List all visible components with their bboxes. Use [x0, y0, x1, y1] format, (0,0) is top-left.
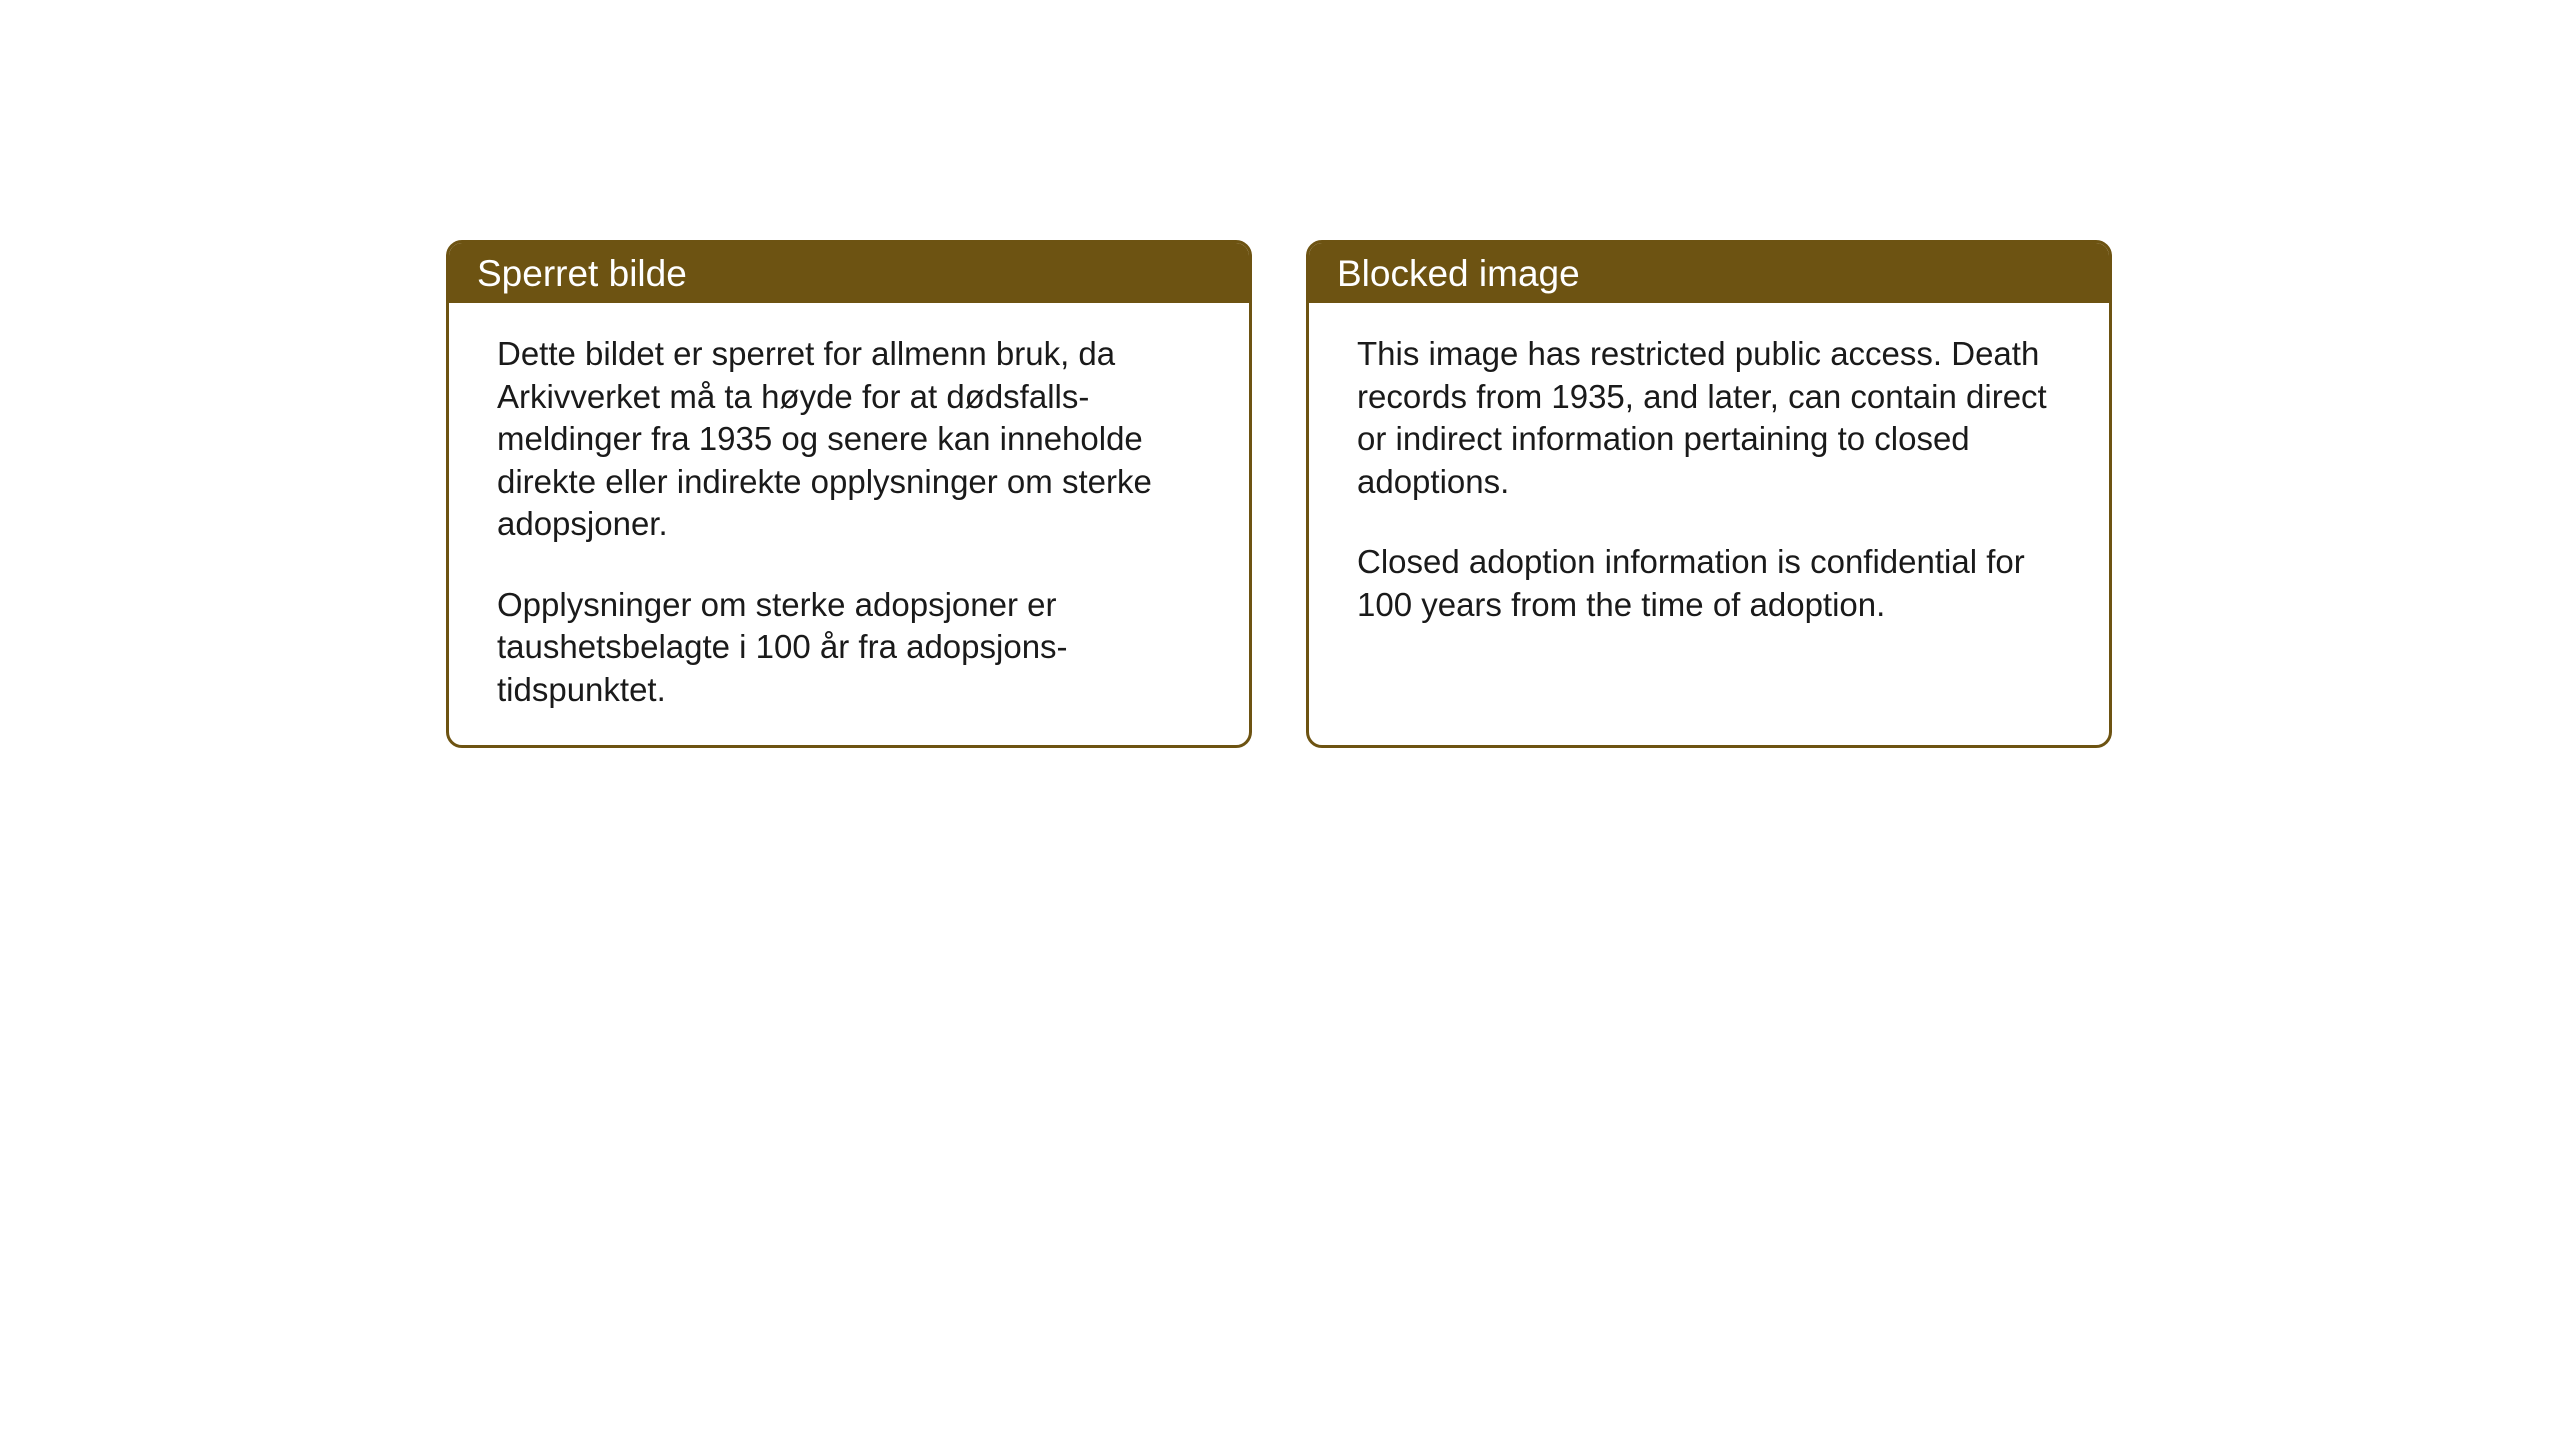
norwegian-card-body: Dette bildet er sperret for allmenn bruk… [449, 303, 1249, 748]
norwegian-info-card: Sperret bilde Dette bildet er sperret fo… [446, 240, 1252, 748]
norwegian-card-title: Sperret bilde [449, 243, 1249, 303]
norwegian-paragraph-1: Dette bildet er sperret for allmenn bruk… [497, 333, 1209, 546]
english-paragraph-2: Closed adoption information is confident… [1357, 541, 2069, 626]
norwegian-paragraph-2: Opplysninger om sterke adopsjoner er tau… [497, 584, 1209, 712]
english-paragraph-1: This image has restricted public access.… [1357, 333, 2069, 503]
english-card-body: This image has restricted public access.… [1309, 303, 2109, 666]
info-cards-container: Sperret bilde Dette bildet er sperret fo… [446, 240, 2112, 748]
english-card-title: Blocked image [1309, 243, 2109, 303]
english-info-card: Blocked image This image has restricted … [1306, 240, 2112, 748]
